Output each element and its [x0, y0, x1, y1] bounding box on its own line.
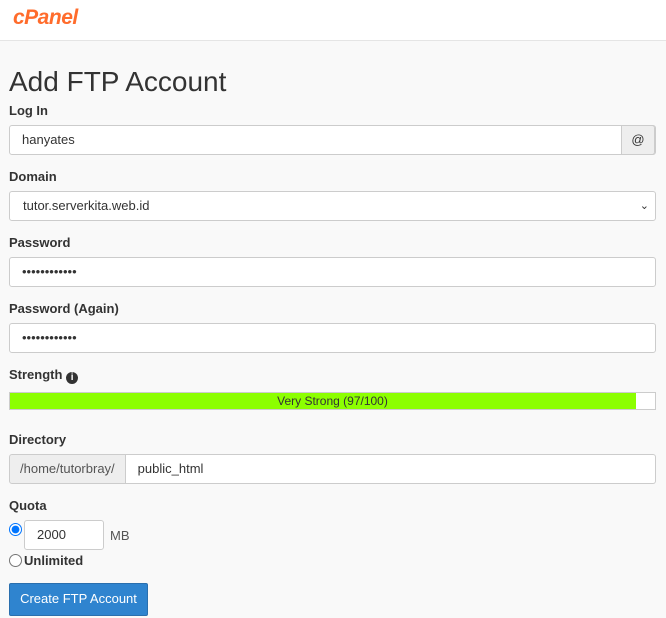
- password-label: Password: [9, 235, 71, 250]
- chevron-down-icon: ⌄: [639, 200, 649, 212]
- unlimited-label: Unlimited: [24, 553, 84, 568]
- quota-limited-radio[interactable]: [9, 523, 22, 536]
- password-again-input[interactable]: ••••••••••••: [9, 323, 656, 353]
- domain-label: Domain: [9, 169, 57, 184]
- strength-label: Strength i: [9, 367, 656, 384]
- password-again-label: Password (Again): [9, 301, 119, 316]
- quota-unlimited-radio[interactable]: [9, 554, 22, 567]
- create-ftp-account-button[interactable]: Create FTP Account: [9, 583, 148, 616]
- password-again-value: ••••••••••••: [22, 330, 77, 345]
- quota-label: Quota: [9, 498, 47, 513]
- quota-input[interactable]: 2000: [24, 520, 104, 550]
- strength-text: Very Strong (97/100): [277, 394, 388, 408]
- page-title: Add FTP Account: [9, 66, 227, 97]
- info-icon[interactable]: i: [66, 372, 79, 384]
- login-value: hanyates: [22, 132, 75, 147]
- cpanel-logo[interactable]: cPanel: [13, 6, 78, 29]
- password-input[interactable]: ••••••••••••: [9, 257, 656, 287]
- login-label: Log In: [9, 103, 48, 118]
- header: cPanel: [0, 0, 666, 41]
- strength-label-text: Strength: [9, 367, 63, 382]
- quota-unit: MB: [110, 527, 130, 543]
- domain-value: tutor.serverkita.web.id: [23, 198, 150, 213]
- directory-input[interactable]: public_html: [125, 454, 656, 484]
- strength-fill: [10, 393, 636, 409]
- directory-prefix: /home/tutorbray/: [9, 454, 126, 484]
- strength-meter: Very Strong (97/100): [9, 392, 656, 410]
- at-addon: @: [621, 125, 655, 155]
- directory-label: Directory: [9, 432, 67, 447]
- add-ftp-form: Add FTP Account Log In hanyates @ Domain …: [9, 40, 656, 616]
- login-input[interactable]: hanyates @: [9, 125, 656, 155]
- password-value: ••••••••••••: [22, 264, 77, 279]
- domain-select[interactable]: tutor.serverkita.web.id ⌄: [9, 191, 656, 221]
